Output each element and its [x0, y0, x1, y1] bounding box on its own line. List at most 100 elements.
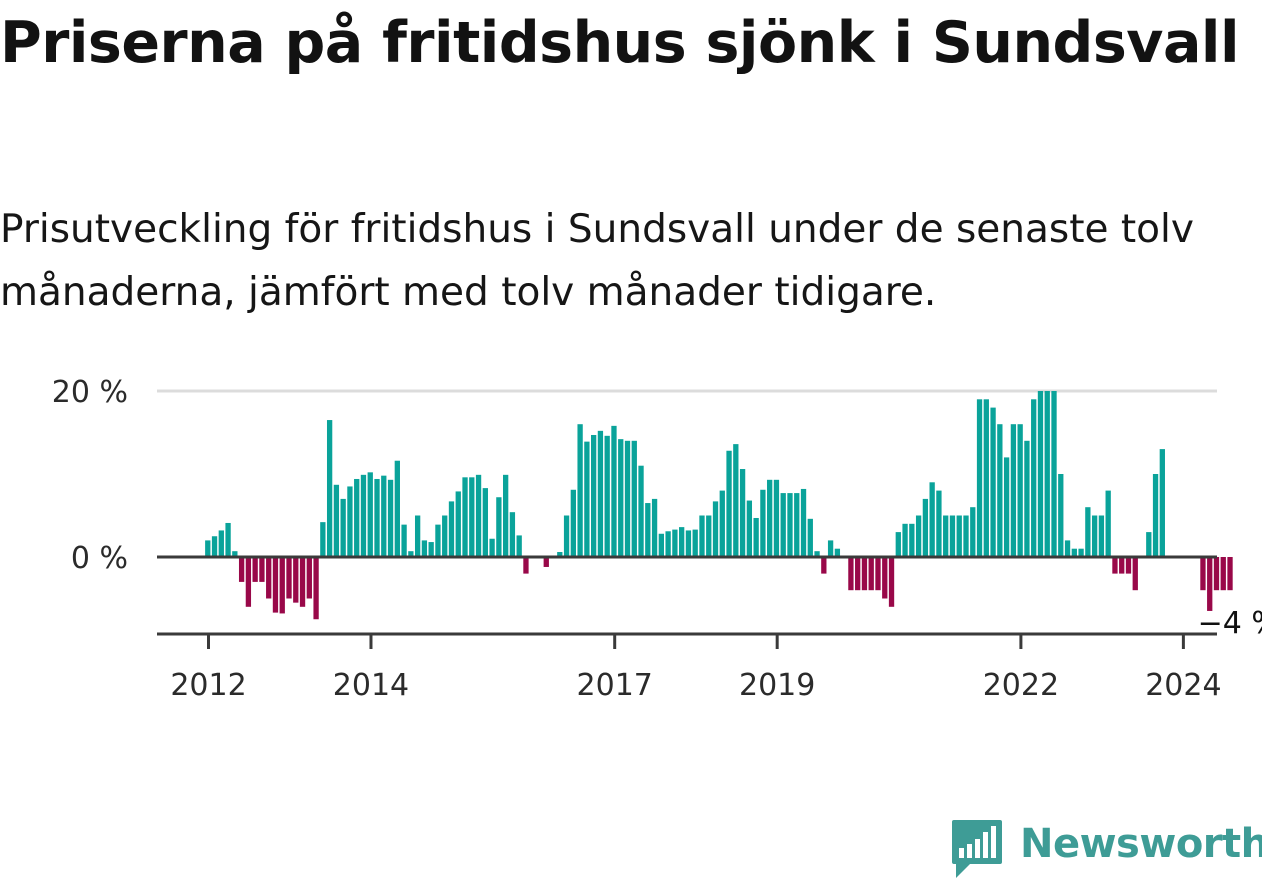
bar-negative: [868, 557, 874, 591]
bar-positive: [1085, 507, 1091, 557]
bar-positive: [1152, 474, 1159, 557]
bar-positive: [489, 538, 495, 557]
axis-layer: 0 % 20 % 2012 2014 2017 2019 2022 2024 −4 %: [52, 375, 1262, 703]
bar-negative: [821, 557, 827, 574]
bar-positive: [333, 484, 340, 557]
bar-positive: [1146, 532, 1152, 557]
bar-negative: [1207, 557, 1213, 611]
bar-negative: [313, 557, 319, 620]
bar-negative: [848, 557, 854, 591]
bar-positive: [1024, 440, 1030, 557]
bar-positive: [320, 522, 326, 557]
bar-positive: [563, 515, 570, 557]
bars-layer: [205, 391, 1233, 620]
bar-positive: [1017, 424, 1023, 557]
bar-positive: [929, 482, 935, 557]
x-tick-label: 2022: [983, 668, 1059, 703]
bar-positive: [360, 474, 367, 557]
bar-positive: [367, 472, 373, 557]
bar-negative: [252, 557, 258, 582]
latest-value-label: −4 %: [1198, 606, 1262, 641]
bar-positive: [909, 523, 915, 557]
bar-positive: [834, 548, 841, 557]
bar-positive: [340, 498, 346, 557]
bar-positive: [807, 518, 813, 557]
bar-positive: [787, 493, 793, 557]
chart-subtitle: Prisutveckling för fritidshus i Sundsval…: [0, 207, 1194, 315]
bar-positive: [1031, 399, 1037, 557]
bar-positive: [685, 530, 692, 557]
bar-positive: [509, 512, 516, 557]
bar-negative: [523, 557, 529, 574]
bar-negative: [299, 557, 306, 607]
bar-positive: [1078, 548, 1084, 557]
bar-positive: [726, 450, 732, 557]
bar-negative: [286, 557, 292, 599]
bar-positive: [983, 399, 989, 557]
bar-negative: [1200, 557, 1206, 591]
bar-positive: [1091, 515, 1098, 557]
bar-negative: [1112, 557, 1118, 574]
bar-positive: [462, 477, 468, 557]
bar-positive: [990, 407, 996, 557]
bar-positive: [394, 460, 400, 557]
bar-positive: [503, 474, 509, 557]
bar-positive: [232, 551, 238, 557]
chart-title: Priserna på fritidshus sjönk i Sundsvall: [0, 10, 1239, 76]
bar-positive: [963, 515, 969, 557]
bar-negative: [293, 557, 299, 603]
bar-positive: [591, 434, 597, 557]
bar-positive: [672, 529, 678, 557]
bar-negative: [238, 557, 245, 582]
bar-positive: [354, 478, 360, 557]
bar-negative: [306, 557, 312, 599]
bar-positive: [800, 488, 807, 557]
bar-negative: [1132, 557, 1138, 591]
bar-positive: [902, 523, 908, 557]
bar-positive: [597, 430, 604, 557]
bar-positive: [1098, 515, 1105, 557]
bar-positive: [475, 474, 482, 557]
bar-positive: [408, 551, 414, 557]
bar-positive: [719, 490, 725, 557]
bar-positive: [577, 424, 583, 557]
bar-positive: [516, 535, 522, 557]
bar-positive: [326, 420, 333, 557]
bar-positive: [780, 493, 786, 557]
bar-positive: [421, 540, 428, 557]
bar-positive: [1051, 391, 1057, 557]
bar-negative: [888, 557, 895, 607]
bar-positive: [814, 551, 820, 557]
bar-positive: [638, 465, 644, 557]
bar-negative: [266, 557, 272, 599]
bar-positive: [943, 515, 949, 557]
x-tick-label: 2019: [739, 668, 815, 703]
bar-positive: [442, 515, 448, 557]
bar-positive: [658, 533, 664, 557]
bar-positive: [1159, 449, 1165, 557]
bar-negative: [1119, 557, 1125, 574]
bar-positive: [496, 497, 502, 557]
bar-chart: 0 % 20 % 2012 2014 2017 2019 2022 2024 −4 %: [52, 375, 1262, 703]
bar-positive: [956, 515, 962, 557]
x-tick-label: 2012: [170, 668, 246, 703]
bar-positive: [435, 524, 441, 557]
bar-negative: [875, 557, 881, 591]
bar-positive: [631, 440, 637, 557]
bar-positive: [651, 498, 658, 557]
newsworthy-logo-icon: [952, 820, 1002, 878]
bar-positive: [1058, 474, 1064, 557]
bar-positive: [1037, 391, 1044, 557]
brand-name: Newsworthy: [1020, 821, 1262, 867]
bar-positive: [374, 478, 380, 557]
bar-positive: [557, 552, 563, 557]
bar-positive: [970, 507, 976, 557]
bar-positive: [699, 515, 705, 557]
bar-negative: [1213, 557, 1220, 591]
bar-positive: [611, 425, 617, 557]
bar-positive: [936, 490, 942, 557]
x-tick-label: 2014: [333, 668, 409, 703]
bar-positive: [448, 501, 455, 557]
bar-positive: [915, 515, 922, 557]
bar-positive: [997, 424, 1003, 557]
